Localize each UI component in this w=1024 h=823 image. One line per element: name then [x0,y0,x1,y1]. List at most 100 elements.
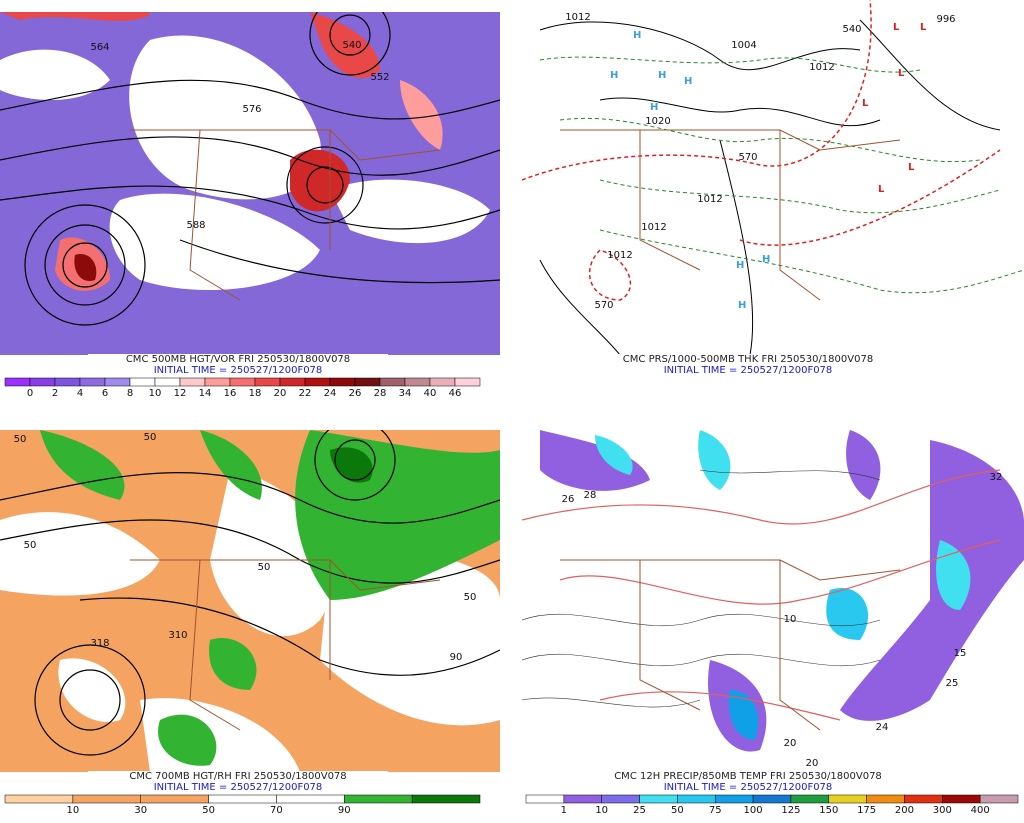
contour-label: 540 [342,40,361,51]
svg-text:L: L [898,68,905,79]
contour-label: 50 [258,562,271,573]
contour-label: 552 [370,72,389,83]
svg-text:L: L [878,184,885,195]
colorbar-swatch [104,377,131,387]
caption: CMC 500MB HGT/VOR FRI 250530/1800V078 [126,354,350,365]
colorbar-swatch [229,377,256,387]
colorbar-label: 50 [671,805,684,816]
colorbar-label: 2 [52,388,58,399]
svg-text:H: H [658,70,666,81]
colorbar-swatch [79,377,106,387]
colorbar-label: 16 [224,388,237,399]
colorbar-swatch [563,794,602,804]
colorbar-label: 14 [199,388,212,399]
caption-bg [88,354,388,374]
colorbar-swatch [525,794,565,804]
contour-label: 28 [584,490,597,501]
colorbar-label: 90 [338,805,351,816]
colorbar-label: 50 [202,805,215,816]
contour-label: 1012 [641,222,666,233]
colorbar-label: 4 [77,388,83,399]
colorbar-swatch [140,794,209,804]
colorbar-swatch [601,794,640,804]
svg-text:H: H [736,260,744,271]
colorbar-swatch [154,377,181,387]
contour-label: 25 [946,678,959,689]
svg-text:L: L [893,22,900,33]
colorbar-label: 300 [933,805,952,816]
svg-text:H: H [738,300,746,311]
colorbar-swatch [752,794,792,804]
svg-text:L: L [862,98,869,109]
colorbar-swatch [204,377,231,387]
svg-text:H: H [610,70,618,81]
contour-label: 50 [14,434,27,445]
contour-label: 50 [24,540,37,551]
contour-label: 540 [842,24,861,35]
contour-label: 318 [90,638,109,649]
initial-time: INITIAL TIME = 250527/1200F078 [154,782,323,793]
colorbar-swatch [304,377,331,387]
caption-bg [598,771,898,791]
colorbar-label: 24 [324,388,337,399]
colorbar-label: 6 [102,388,108,399]
colorbar-swatch [279,377,306,387]
svg-text:L: L [908,162,915,173]
svg-text:H: H [684,76,692,87]
colorbar-swatch [677,794,716,804]
contour-label: 1012 [697,194,722,205]
colorbar-label: 10 [66,805,79,816]
colorbar-swatch [344,794,413,804]
contour-label: 90 [450,652,463,663]
contour-label: 24 [876,722,889,733]
svg-text:H: H [762,254,770,265]
map-humidity [0,430,500,772]
colorbar-label: 125 [781,805,800,816]
colorbar-label: 30 [134,805,147,816]
caption-bg [88,771,388,791]
initial-time: INITIAL TIME = 250527/1200F078 [664,782,833,793]
colorbar-label: 34 [399,388,412,399]
colorbar-swatch [129,377,156,387]
svg-text:H: H [650,102,658,113]
map-pressure: H H H H H H H H L L L L L L [522,0,1024,355]
colorbar-swatch [790,794,830,804]
contour-label: 570 [594,300,613,311]
svg-text:H: H [633,30,641,41]
colorbar-label: 200 [895,805,914,816]
colorbar-label: 46 [449,388,462,399]
colorbar-label: 10 [149,388,162,399]
colorbar-label: 0 [27,388,33,399]
map-vorticity [0,12,500,355]
colorbar-swatch [454,377,481,387]
contour-label: 1012 [565,12,590,23]
contour-label: 310 [168,630,187,641]
caption: CMC PRS/1000-500MB THK FRI 250530/1800V0… [623,354,873,365]
colorbar-swatch [4,377,31,387]
colorbar-swatch [4,794,74,804]
contour-label: 1012 [607,250,632,261]
contour-label: 1004 [731,40,756,51]
contour-label: 32 [990,472,1003,483]
contour-label: 20 [784,738,797,749]
colorbar-label: 10 [595,805,608,816]
colorbar-label: 22 [299,388,312,399]
contour-label: 50 [464,592,477,603]
caption: CMC 700MB HGT/RH FRI 250530/1800V078 [129,771,346,782]
colorbar-swatch [639,794,678,804]
annotations: CMC 500MB HGT/VOR FRI 250530/1800V078INI… [4,12,1019,816]
initial-time: INITIAL TIME = 250527/1200F078 [154,365,323,376]
colorbar-label: 100 [744,805,763,816]
colorbar-swatch [29,377,56,387]
colorbar-swatch [429,377,456,387]
colorbar-swatch [411,794,481,804]
contour-label: 50 [144,432,157,443]
colorbar-label: 28 [374,388,387,399]
contour-label: 588 [186,220,205,231]
contour-label: 26 [562,494,575,505]
contour-label: 996 [936,14,955,25]
colorbar-swatch [866,794,905,804]
colorbar-label: 26 [349,388,362,399]
contour-label: 1012 [809,62,834,73]
